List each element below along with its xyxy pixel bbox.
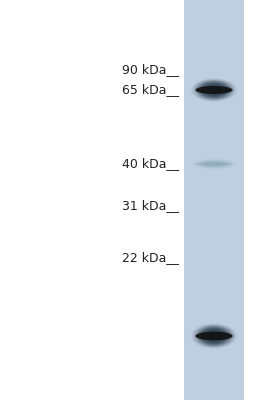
Ellipse shape (192, 79, 236, 101)
Ellipse shape (201, 83, 226, 97)
Text: 65 kDa__: 65 kDa__ (122, 84, 179, 96)
Ellipse shape (198, 160, 230, 168)
Ellipse shape (199, 327, 229, 345)
Ellipse shape (205, 85, 223, 95)
Ellipse shape (203, 84, 225, 96)
Ellipse shape (200, 160, 228, 168)
Ellipse shape (192, 324, 236, 348)
Ellipse shape (201, 161, 226, 167)
Ellipse shape (195, 86, 233, 94)
Ellipse shape (198, 327, 230, 345)
Ellipse shape (204, 84, 224, 96)
Ellipse shape (199, 82, 229, 98)
Ellipse shape (194, 80, 234, 100)
Ellipse shape (195, 162, 233, 166)
Ellipse shape (203, 329, 225, 343)
Ellipse shape (193, 79, 235, 101)
Text: 22 kDa__: 22 kDa__ (122, 252, 179, 264)
Ellipse shape (200, 328, 228, 344)
Ellipse shape (195, 326, 233, 346)
Ellipse shape (195, 80, 233, 100)
Ellipse shape (197, 160, 231, 168)
Ellipse shape (203, 161, 225, 167)
Text: 90 kDa__: 90 kDa__ (122, 64, 179, 76)
Ellipse shape (193, 324, 235, 348)
Ellipse shape (200, 82, 228, 98)
Bar (184, 0, 244, 400)
Ellipse shape (195, 332, 233, 340)
Ellipse shape (205, 330, 223, 342)
Ellipse shape (201, 328, 226, 344)
Ellipse shape (204, 161, 224, 167)
Ellipse shape (197, 81, 231, 99)
Ellipse shape (198, 81, 230, 99)
Ellipse shape (205, 162, 223, 166)
Ellipse shape (194, 325, 234, 347)
Ellipse shape (199, 160, 229, 168)
Ellipse shape (204, 330, 224, 342)
Ellipse shape (197, 326, 231, 346)
Text: 31 kDa__: 31 kDa__ (122, 200, 179, 212)
Text: 40 kDa__: 40 kDa__ (122, 158, 179, 170)
